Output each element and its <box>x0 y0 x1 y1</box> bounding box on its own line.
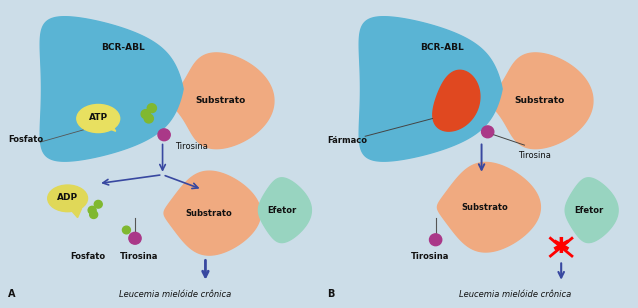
Text: ✱: ✱ <box>552 237 570 257</box>
Text: BCR-ABL: BCR-ABL <box>101 43 145 52</box>
Circle shape <box>122 226 130 234</box>
Circle shape <box>482 126 494 138</box>
Text: Tirosina: Tirosina <box>120 252 158 261</box>
Text: Fármaco: Fármaco <box>327 136 367 145</box>
Polygon shape <box>164 171 260 255</box>
Circle shape <box>158 129 170 141</box>
Polygon shape <box>359 17 502 161</box>
Text: A: A <box>8 289 15 299</box>
Circle shape <box>429 234 441 246</box>
Circle shape <box>147 104 156 113</box>
Text: ATP: ATP <box>89 113 108 122</box>
Ellipse shape <box>48 185 87 212</box>
Circle shape <box>88 206 96 214</box>
Text: Tirosina: Tirosina <box>518 151 551 160</box>
Polygon shape <box>489 53 593 149</box>
Text: Fosfato: Fosfato <box>71 252 106 261</box>
Circle shape <box>94 201 102 208</box>
Polygon shape <box>105 127 115 131</box>
Circle shape <box>144 114 153 123</box>
Text: Substrato: Substrato <box>185 209 232 218</box>
Text: Tirosina: Tirosina <box>411 252 450 261</box>
Polygon shape <box>433 70 480 131</box>
Circle shape <box>141 110 151 119</box>
Text: Substrato: Substrato <box>461 203 508 212</box>
Polygon shape <box>438 162 540 252</box>
Text: Leucemia mielóide crônica: Leucemia mielóide crônica <box>119 290 231 299</box>
Polygon shape <box>40 17 183 161</box>
Text: Substrato: Substrato <box>515 96 565 105</box>
Circle shape <box>90 211 98 218</box>
Circle shape <box>129 232 141 244</box>
Text: ADP: ADP <box>57 193 78 202</box>
Ellipse shape <box>77 104 120 132</box>
Text: Tirosina: Tirosina <box>175 142 208 151</box>
Text: Substrato: Substrato <box>196 96 246 105</box>
Polygon shape <box>70 209 82 217</box>
Text: B: B <box>327 289 334 299</box>
Text: BCR-ABL: BCR-ABL <box>420 43 464 52</box>
Text: Leucemia mielóide crônica: Leucemia mielóide crônica <box>459 290 572 299</box>
Text: Fosfato: Fosfato <box>8 135 43 144</box>
Polygon shape <box>565 178 618 243</box>
Polygon shape <box>258 178 311 243</box>
Polygon shape <box>170 53 274 149</box>
Text: Efetor: Efetor <box>574 206 604 215</box>
Text: Efetor: Efetor <box>267 206 297 215</box>
